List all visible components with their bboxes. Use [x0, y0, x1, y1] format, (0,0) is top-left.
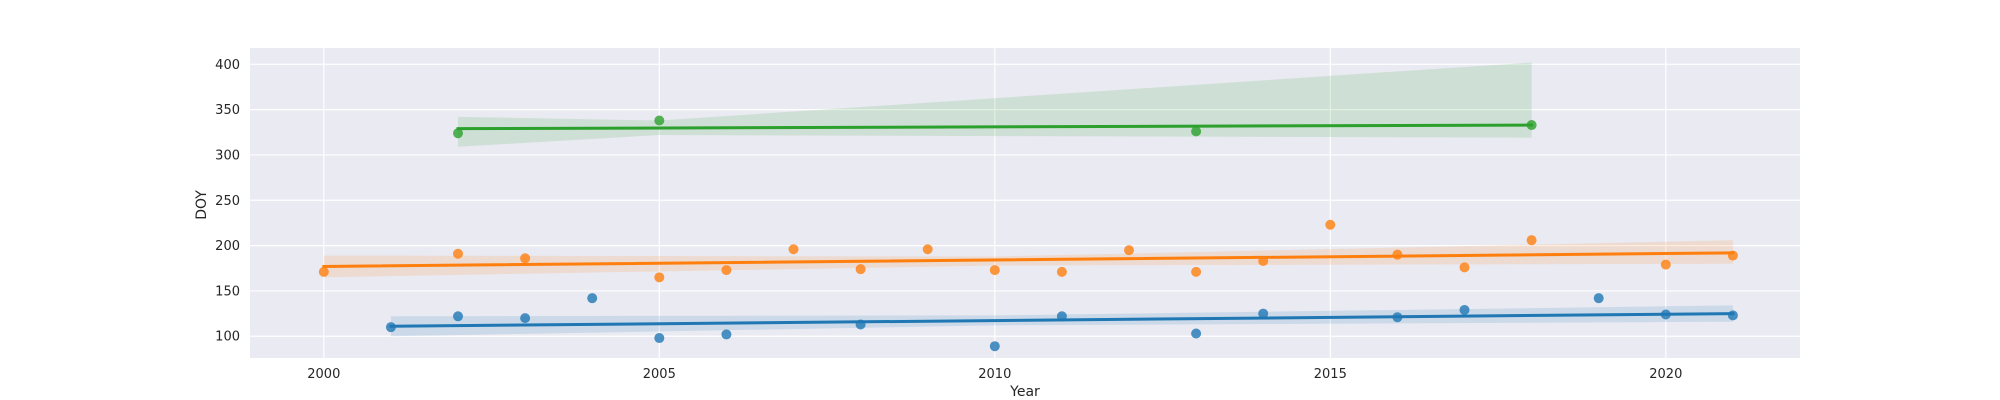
y-tick-label: 300 — [215, 148, 240, 163]
data-point — [654, 115, 665, 126]
x-axis-label: Year — [1009, 384, 1040, 400]
x-tick-label: 2000 — [307, 367, 340, 382]
data-point — [989, 341, 1000, 352]
grid — [250, 48, 1800, 358]
data-point — [1325, 219, 1336, 230]
data-point — [654, 272, 665, 283]
data-point — [855, 319, 866, 330]
data-point — [1191, 126, 1202, 137]
data-point — [520, 313, 531, 324]
x-tick-label: 2010 — [978, 367, 1011, 382]
data-point — [1056, 311, 1067, 322]
x-tick-label: 2020 — [1649, 367, 1682, 382]
data-point — [1392, 312, 1403, 323]
data-point — [788, 244, 799, 255]
data-point — [1124, 245, 1135, 256]
data-point — [520, 253, 531, 264]
x-tick-labels: 2000 2005 2010 2015 2020 — [307, 367, 1682, 382]
data-point — [1191, 328, 1202, 339]
data-point — [654, 333, 665, 344]
data-point — [318, 266, 329, 277]
data-point — [1660, 309, 1671, 320]
y-tick-label: 350 — [215, 103, 240, 118]
data-point — [1258, 256, 1269, 267]
data-point — [453, 248, 464, 259]
y-tick-labels: 100 150 200 250 300 350 400 — [215, 58, 240, 345]
y-tick-label: 400 — [215, 58, 240, 73]
y-tick-label: 100 — [215, 330, 240, 345]
y-tick-label: 150 — [215, 284, 240, 299]
data-point — [1526, 235, 1537, 246]
data-point — [453, 128, 464, 139]
data-point — [1191, 266, 1202, 277]
data-points — [318, 115, 1738, 352]
data-point — [1258, 308, 1269, 319]
data-point — [1526, 120, 1537, 131]
data-point — [385, 322, 396, 333]
x-tick-label: 2005 — [643, 367, 676, 382]
data-point — [1593, 293, 1604, 304]
data-point — [1660, 259, 1671, 270]
y-axis-label: DOY — [194, 190, 210, 220]
y-tick-label: 250 — [215, 194, 240, 209]
data-point — [855, 264, 866, 275]
plot-area — [250, 48, 1800, 358]
data-point — [721, 329, 732, 340]
data-point — [1459, 304, 1470, 315]
x-tick-label: 2015 — [1314, 367, 1347, 382]
data-point — [1727, 310, 1738, 321]
fit-line-3 — [456, 123, 1534, 131]
data-point — [1056, 266, 1067, 277]
data-point — [1459, 262, 1470, 273]
y-tick-label: 200 — [215, 239, 240, 254]
fit-line-2 — [322, 251, 1735, 268]
data-point — [1392, 249, 1403, 260]
data-point — [922, 244, 933, 255]
data-point — [453, 311, 464, 322]
data-point — [1727, 250, 1738, 261]
data-point — [587, 293, 598, 304]
data-point — [721, 265, 732, 276]
data-point — [989, 265, 1000, 276]
